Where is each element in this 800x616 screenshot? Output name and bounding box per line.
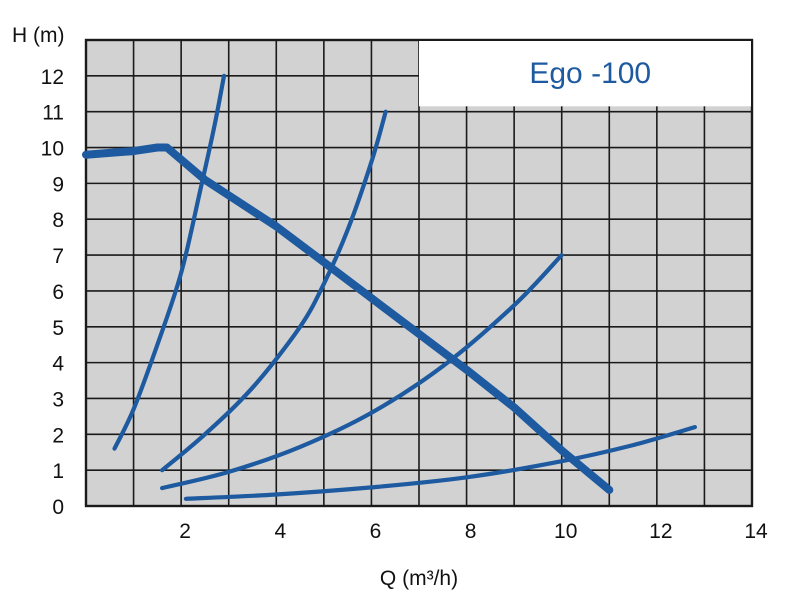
y-tick-label: 6	[52, 281, 64, 304]
y-tick-label: 0	[52, 496, 64, 519]
y-tick-label: 12	[41, 66, 64, 89]
x-tick-label: 2	[179, 520, 191, 543]
y-tick-label: 9	[52, 173, 64, 196]
y-tick-label: 5	[52, 317, 64, 340]
y-tick-label: 4	[52, 353, 64, 376]
system-curve-line-1	[112, 73, 227, 451]
y-tick-label: 10	[41, 138, 64, 161]
x-tick-label: 4	[274, 520, 286, 543]
system-curve-line-3	[160, 253, 564, 491]
pump-curve-line	[82, 143, 614, 494]
y-axis-title: H (m)	[12, 24, 64, 47]
series	[82, 73, 697, 501]
y-tick-label: 3	[52, 388, 64, 411]
x-tick-label: 12	[649, 520, 672, 543]
y-tick-label: 7	[52, 245, 64, 268]
y-tick-label: 11	[42, 102, 64, 125]
system-curve-line-4	[183, 425, 697, 501]
y-tick-label: 2	[52, 424, 64, 447]
y-tick-label: 8	[52, 209, 64, 232]
x-axis-title: Q (m³/h)	[380, 567, 458, 590]
system-curve-line-2	[160, 109, 388, 473]
y-tick-label: 1	[52, 460, 64, 483]
x-tick-label: 10	[554, 520, 577, 543]
chart-title: Ego -100	[529, 57, 651, 90]
x-tick-label: 8	[465, 520, 477, 543]
x-axis-ticks: 2 4 6 8 10 12 14	[179, 520, 768, 543]
chart-title-box	[419, 41, 751, 107]
plot-border	[84, 38, 754, 508]
x-tick-label: 14	[744, 520, 768, 543]
x-tick-label: 6	[370, 520, 382, 543]
